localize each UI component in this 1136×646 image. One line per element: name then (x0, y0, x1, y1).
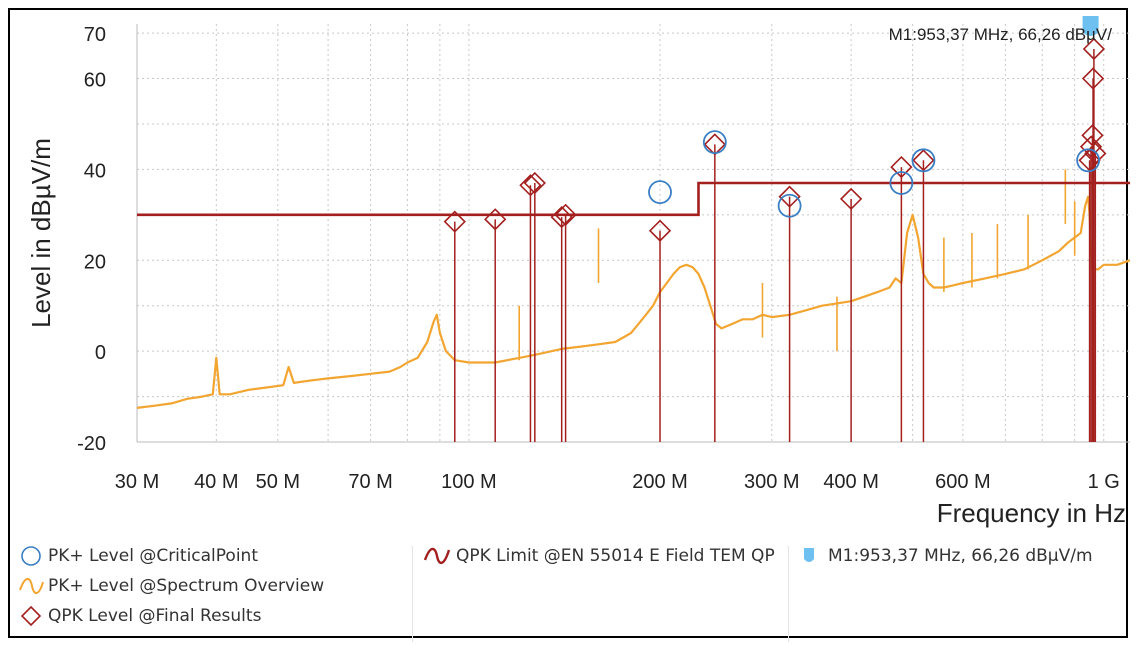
marker-flag (1082, 16, 1099, 36)
y-tick-label: 60 (84, 70, 106, 92)
y-axis-title: Level in dBµV/m (26, 138, 56, 328)
spectrum-line (136, 195, 1130, 409)
legend-item-limit: QPK Limit @EN 55014 E Field TEM QP (423, 546, 775, 566)
qpk-diamond (912, 149, 935, 172)
legend-item-spectrum: PK+ Level @Spectrum Overview (19, 576, 325, 596)
legend-col-3: M1:953,37 MHz, 66,26 dBµV/m (798, 546, 1128, 642)
legend-qpk-label: QPK Level @Final Results (48, 606, 262, 626)
critical-circle (702, 130, 727, 155)
x-tick-label: 1 G (1088, 471, 1120, 493)
limit-line (137, 181, 1130, 217)
marker-icon (804, 548, 814, 562)
qpk-diamond (519, 174, 542, 197)
y-tick-label: 70 (84, 24, 106, 46)
qpk-diamond (1081, 67, 1105, 90)
legend-col-2: QPK Limit @EN 55014 E Field TEM QP (422, 546, 784, 642)
chart-frame: 70 60 40 20 0 -20 30 M 40 M 50 M 70 M 100 M 200 M 30… (8, 8, 1130, 642)
x-tick-label: 40 M (194, 471, 238, 493)
legend-divider (412, 546, 413, 642)
wave-icon (19, 578, 44, 594)
x-tick-label: 50 M (256, 471, 300, 493)
legend-critical-label: PK+ Level @CriticalPoint (48, 546, 258, 566)
diamond-icon (20, 605, 42, 627)
x-tick-label: 100 M (441, 471, 497, 493)
y-tick-label: 20 (84, 251, 106, 273)
legend-marker-label: M1:953,37 MHz, 66,26 dBµV/m (828, 546, 1093, 566)
y-tick-label: -20 (77, 433, 106, 455)
legend-item-marker: M1:953,37 MHz, 66,26 dBµV/m (804, 546, 1093, 566)
x-tick-label: 400 M (823, 471, 879, 493)
x-tick-label: 200 M (632, 471, 688, 493)
qpk-diamond (890, 155, 913, 179)
wave-icon (423, 547, 451, 564)
x-tick-label: 30 M (115, 471, 159, 493)
x-axis-title: Frequency in Hz (937, 498, 1126, 528)
x-tick-label: 70 M (348, 471, 392, 493)
qpk-diamond (550, 205, 573, 229)
critical-circle (1076, 148, 1101, 173)
legend-col-1: PK+ Level @CriticalPoint PK+ Level @Spec… (19, 546, 410, 642)
legend-spectrum-label: PK+ Level @Spectrum Overview (48, 576, 325, 596)
y-tick-label: 0 (95, 342, 106, 364)
critical-circle (889, 171, 914, 195)
legend-item-critical: PK+ Level @CriticalPoint (21, 546, 258, 566)
legend-divider (788, 546, 789, 642)
qpk-diamond (778, 185, 801, 208)
qpk-diamond (839, 187, 863, 211)
critical-circle (911, 148, 936, 173)
legend: PK+ Level @CriticalPoint PK+ Level @Spec… (19, 546, 1130, 642)
y-tick-label: 40 (84, 160, 106, 182)
x-tick-label: 300 M (744, 471, 800, 493)
qpk-diamond (703, 133, 726, 156)
x-tick-label: 600 M (935, 471, 991, 493)
critical-circle (777, 193, 802, 218)
qpk-diamond (648, 219, 672, 242)
critical-circle (648, 180, 672, 205)
marker-readout: M1:953,37 MHz, 66,26 dBµV/ (889, 25, 1113, 44)
qpk-diamond (1078, 149, 1101, 172)
qpk-diamond (523, 171, 546, 195)
legend-item-qpk: QPK Level @Final Results (20, 605, 262, 627)
circle-icon (21, 546, 41, 566)
qpk-diamond (1079, 135, 1103, 158)
emi-chart: 70 60 40 20 0 -20 30 M 40 M 50 M 70 M 100 M 200 M 30… (26, 16, 1130, 528)
legend-limit-label: QPK Limit @EN 55014 E Field TEM QP (456, 546, 775, 566)
qpk-diamond (1082, 37, 1106, 61)
qpk-diamond (554, 203, 577, 226)
qpk-diamond (443, 210, 466, 233)
qpk-diamond (484, 208, 507, 231)
